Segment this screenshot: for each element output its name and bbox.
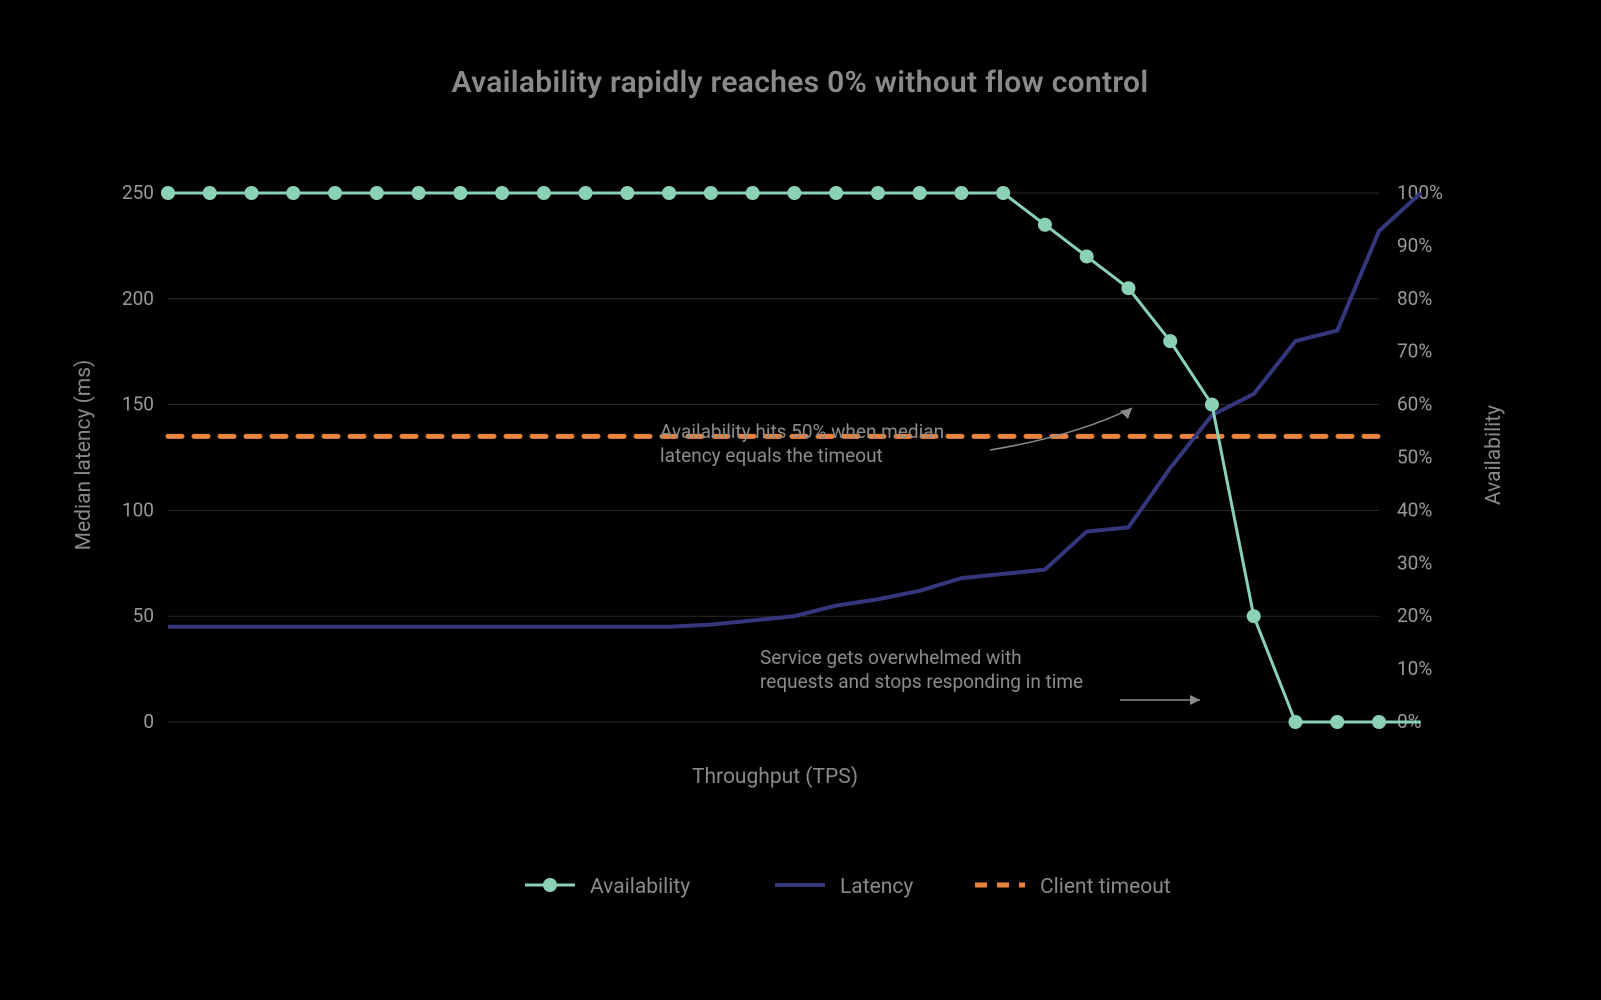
availability-marker: [328, 186, 342, 200]
annotation-50pct-line1: Availability hits 50% when median: [660, 420, 944, 443]
y-right-tick-label: 40%: [1397, 498, 1432, 521]
legend-item-timeout: Client timeout: [975, 875, 1171, 899]
y-left-tick-label: 150: [122, 393, 154, 416]
y-left-tick-label: 50: [133, 604, 154, 627]
latency-line: [168, 193, 1421, 627]
availability-marker: [871, 186, 885, 200]
availability-marker: [1080, 249, 1094, 263]
y-left-axis-label: Median latency (ms): [72, 360, 96, 551]
availability-marker: [996, 186, 1010, 200]
x-axis-label: Throughput (TPS): [692, 765, 858, 789]
annotation-overwhelmed-line1: Service gets overwhelmed with: [760, 646, 1022, 669]
availability-marker: [1372, 715, 1386, 729]
y-right-tick-label: 90%: [1397, 234, 1432, 257]
availability-marker: [1205, 398, 1219, 412]
availability-marker: [495, 186, 509, 200]
availability-marker: [245, 186, 259, 200]
legend: Availability Latency Client timeout: [525, 875, 1171, 899]
legend-latency-label: Latency: [840, 875, 913, 899]
chart-svg: Availability rapidly reaches 0% without …: [0, 0, 1601, 1000]
chart-title: Availability rapidly reaches 0% without …: [452, 65, 1149, 100]
legend-availability-label: Availability: [590, 875, 690, 899]
availability-marker: [1288, 715, 1302, 729]
y-left-tick-label: 250: [122, 181, 154, 204]
chart-container: Availability rapidly reaches 0% without …: [0, 0, 1601, 1000]
y-right-tick-label: 20%: [1397, 604, 1432, 627]
availability-marker: [1163, 334, 1177, 348]
availability-marker: [704, 186, 718, 200]
availability-marker: [829, 186, 843, 200]
annotation-overwhelmed-line2: requests and stops responding in time: [760, 670, 1083, 693]
availability-marker: [913, 186, 927, 200]
availability-marker: [203, 186, 217, 200]
y-right-axis-label: Availability: [1482, 405, 1506, 505]
y-left-tick-label: 0: [143, 710, 154, 733]
legend-item-latency: Latency: [775, 875, 913, 899]
availability-marker: [1121, 281, 1135, 295]
availability-marker: [1038, 218, 1052, 232]
y-right-tick-label: 10%: [1397, 657, 1432, 680]
availability-marker: [412, 186, 426, 200]
legend-timeout-label: Client timeout: [1040, 875, 1171, 899]
y-right-tick-label: 30%: [1397, 551, 1432, 574]
annotation-overwhelmed-arrowhead: [1190, 695, 1200, 705]
y-right-tick-label: 50%: [1397, 446, 1432, 469]
y-right-tick-label: 70%: [1397, 340, 1432, 363]
y-right-tick-label: 80%: [1397, 287, 1432, 310]
availability-marker: [620, 186, 634, 200]
y-right-tick-label: 60%: [1397, 393, 1432, 416]
availability-marker: [537, 186, 551, 200]
availability-marker: [1247, 609, 1261, 623]
availability-marker: [787, 186, 801, 200]
availability-marker: [1330, 715, 1344, 729]
availability-marker: [161, 186, 175, 200]
annotation-50pct-arrow: [990, 408, 1132, 450]
availability-marker: [286, 186, 300, 200]
availability-marker: [746, 186, 760, 200]
y-left-tick-label: 100: [122, 498, 154, 521]
annotation-50pct-line2: latency equals the timeout: [660, 444, 883, 467]
legend-item-availability: Availability: [525, 875, 690, 899]
y-left-tick-label: 200: [122, 287, 154, 310]
availability-marker: [579, 186, 593, 200]
availability-marker: [662, 186, 676, 200]
availability-marker: [453, 186, 467, 200]
availability-marker: [370, 186, 384, 200]
availability-marker: [954, 186, 968, 200]
annotation-overwhelmed: Service gets overwhelmed with requests a…: [760, 646, 1200, 705]
